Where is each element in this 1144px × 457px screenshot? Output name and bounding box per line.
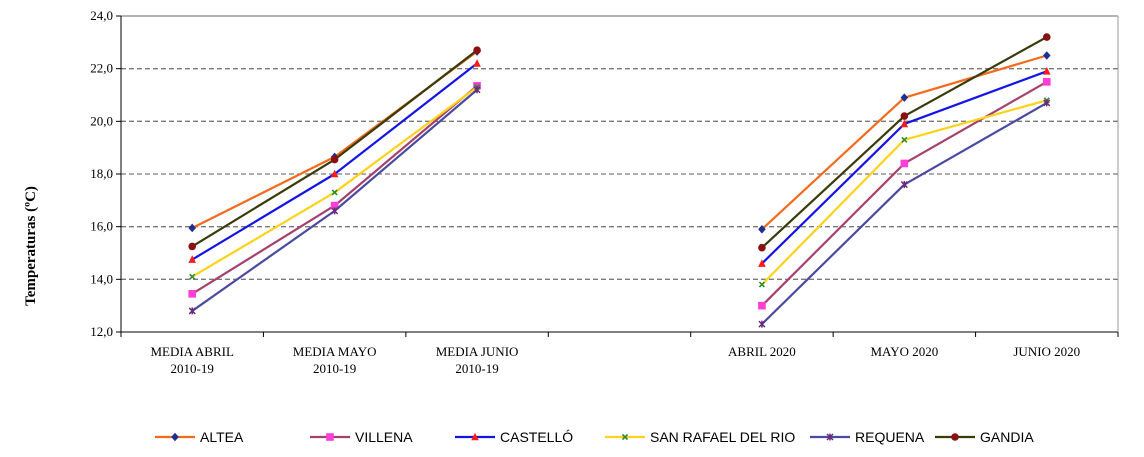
y-tick-label: 24,0: [90, 8, 113, 23]
data-point: [758, 301, 766, 310]
data-point: [331, 189, 338, 196]
data-point: [330, 201, 339, 210]
data-point: [901, 136, 908, 143]
gridlines: [121, 15, 1118, 280]
legend-label: REQUENA: [855, 429, 925, 445]
series-castell-: [188, 59, 1051, 267]
x-category-label: MEDIA ABRIL: [151, 344, 234, 359]
series-lines: [188, 33, 1051, 328]
series-line: [191, 50, 478, 229]
x-category-label: MEDIA JUNIO: [436, 344, 519, 359]
series-line: [191, 49, 478, 248]
x-category-label: 2010-19: [455, 361, 498, 376]
data-point: [473, 86, 481, 94]
x-category-label: MEDIA MAYO: [293, 344, 377, 359]
data-point: [951, 433, 959, 441]
data-point: [758, 320, 766, 328]
y-axis-label: Temperaturas (ºC): [23, 186, 39, 306]
y-tick-label: 20,0: [90, 113, 113, 128]
data-point: [900, 181, 908, 189]
data-point: [188, 242, 197, 251]
data-point: [471, 432, 479, 441]
series-line: [191, 84, 478, 295]
data-point: [1043, 99, 1051, 107]
data-point: [331, 207, 339, 215]
legend-item: SAN RAFAEL DEL RIO: [605, 429, 795, 445]
data-point: [900, 93, 909, 102]
y-tick-label: 12,0: [90, 324, 113, 339]
data-point: [758, 259, 766, 267]
legend-item: GANDIA: [935, 429, 1034, 445]
x-category-label: 2010-19: [313, 361, 356, 376]
series-requena: [188, 86, 1051, 328]
legend-label: VILLENA: [355, 429, 413, 445]
axes: 12,0 14,0 16,0 18,0 20,0 22,0 24,0 MEDIA ABRIL 2…: [90, 8, 1119, 376]
legend-item: VILLENA: [310, 429, 413, 445]
data-point: [188, 290, 197, 298]
y-tick-label: 18,0: [90, 166, 113, 181]
data-point: [758, 225, 766, 234]
data-point: [188, 255, 197, 263]
data-point: [330, 155, 339, 164]
legend-item: ALTEA: [155, 429, 244, 445]
data-point: [188, 223, 197, 233]
series-gandia: [188, 33, 1051, 252]
x-category-label: 2010-19: [171, 361, 214, 376]
legend-label: SAN RAFAEL DEL RIO: [650, 429, 795, 445]
y-tick-label: 14,0: [90, 271, 113, 286]
data-point: [1042, 51, 1051, 60]
legend: ALTEA VILLENA CASTELLÓ SAN RAFAEL DEL RIO RE…: [155, 429, 1034, 445]
y-tick-label: 22,0: [90, 61, 113, 76]
legend-label: ALTEA: [200, 429, 244, 445]
data-point: [621, 433, 629, 441]
series-line: [761, 54, 1048, 231]
legend-label: CASTELLÓ: [500, 429, 573, 445]
legend-item: REQUENA: [810, 429, 925, 445]
data-point: [1042, 78, 1051, 86]
y-tick-label: 16,0: [90, 219, 113, 234]
data-point: [189, 273, 196, 280]
legend-label: GANDIA: [980, 429, 1034, 445]
data-point: [326, 433, 334, 441]
data-point: [900, 159, 909, 168]
data-point: [1042, 67, 1051, 75]
data-point: [758, 243, 766, 252]
data-point: [330, 169, 339, 178]
data-point: [171, 432, 179, 442]
x-category-label: ABRIL 2020: [728, 344, 796, 359]
series-villena: [188, 78, 1051, 310]
series-altea: [188, 47, 1051, 234]
data-point: [1042, 33, 1051, 41]
data-point: [758, 281, 765, 288]
series-san-rafael-del-rio: [189, 84, 1050, 288]
series-line: [191, 86, 478, 278]
data-point: [900, 119, 909, 128]
data-point: [900, 112, 909, 120]
data-point: [473, 81, 481, 90]
x-category-label: JUNIO 2020: [1013, 344, 1080, 359]
legend-item: CASTELLÓ: [455, 429, 573, 445]
series-line: [761, 101, 1048, 325]
data-point: [473, 59, 481, 67]
x-category-label: MAYO 2020: [870, 344, 938, 359]
data-point: [826, 433, 834, 441]
data-point: [473, 46, 481, 55]
data-point: [188, 307, 196, 315]
